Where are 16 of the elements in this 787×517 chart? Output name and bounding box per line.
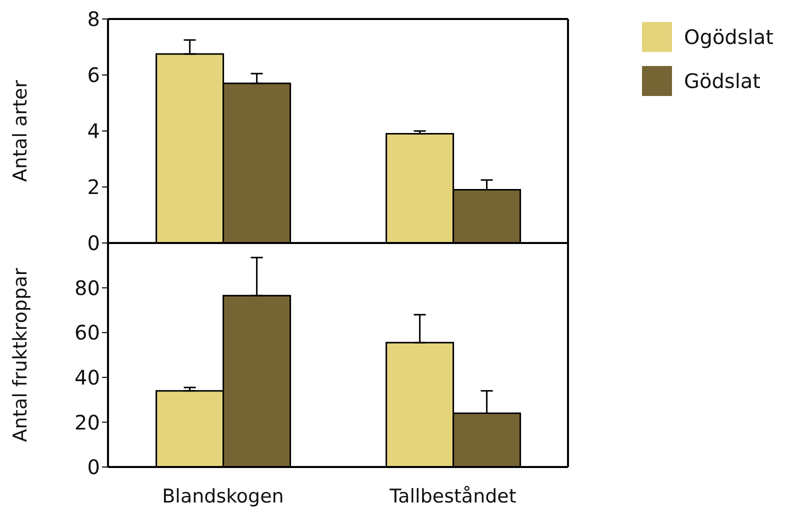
y-tick-label: 8 [87, 7, 100, 32]
y-tick-label: 0 [87, 455, 100, 480]
y-tick-label: 6 [87, 63, 100, 88]
y-tick-label: 0 [87, 231, 100, 256]
y-tick-label: 40 [74, 366, 100, 390]
x-tick-label: Blandskogen [162, 485, 284, 508]
y-tick-label: 80 [74, 276, 100, 300]
x-tick-label: Tallbeståndet [388, 485, 516, 508]
y-tick-label: 4 [87, 119, 100, 144]
y-axis-title: Antal arter [10, 80, 32, 182]
y-tick-label: 2 [87, 175, 100, 200]
y-tick-label: 60 [74, 320, 100, 345]
legend-label: Ogödslat [684, 25, 774, 49]
legend-label: Gödslat [684, 69, 761, 93]
y-tick-label: 20 [74, 410, 100, 434]
y-axis-title: Antal fruktkroppar [10, 268, 32, 442]
